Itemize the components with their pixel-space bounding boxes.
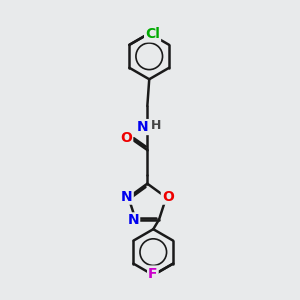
Text: Cl: Cl (145, 27, 160, 41)
Text: O: O (162, 190, 174, 204)
Text: F: F (148, 266, 158, 280)
Text: N: N (137, 120, 148, 134)
Text: N: N (128, 213, 139, 227)
Text: N: N (121, 190, 133, 204)
Text: O: O (120, 131, 132, 145)
Text: H: H (151, 118, 161, 132)
